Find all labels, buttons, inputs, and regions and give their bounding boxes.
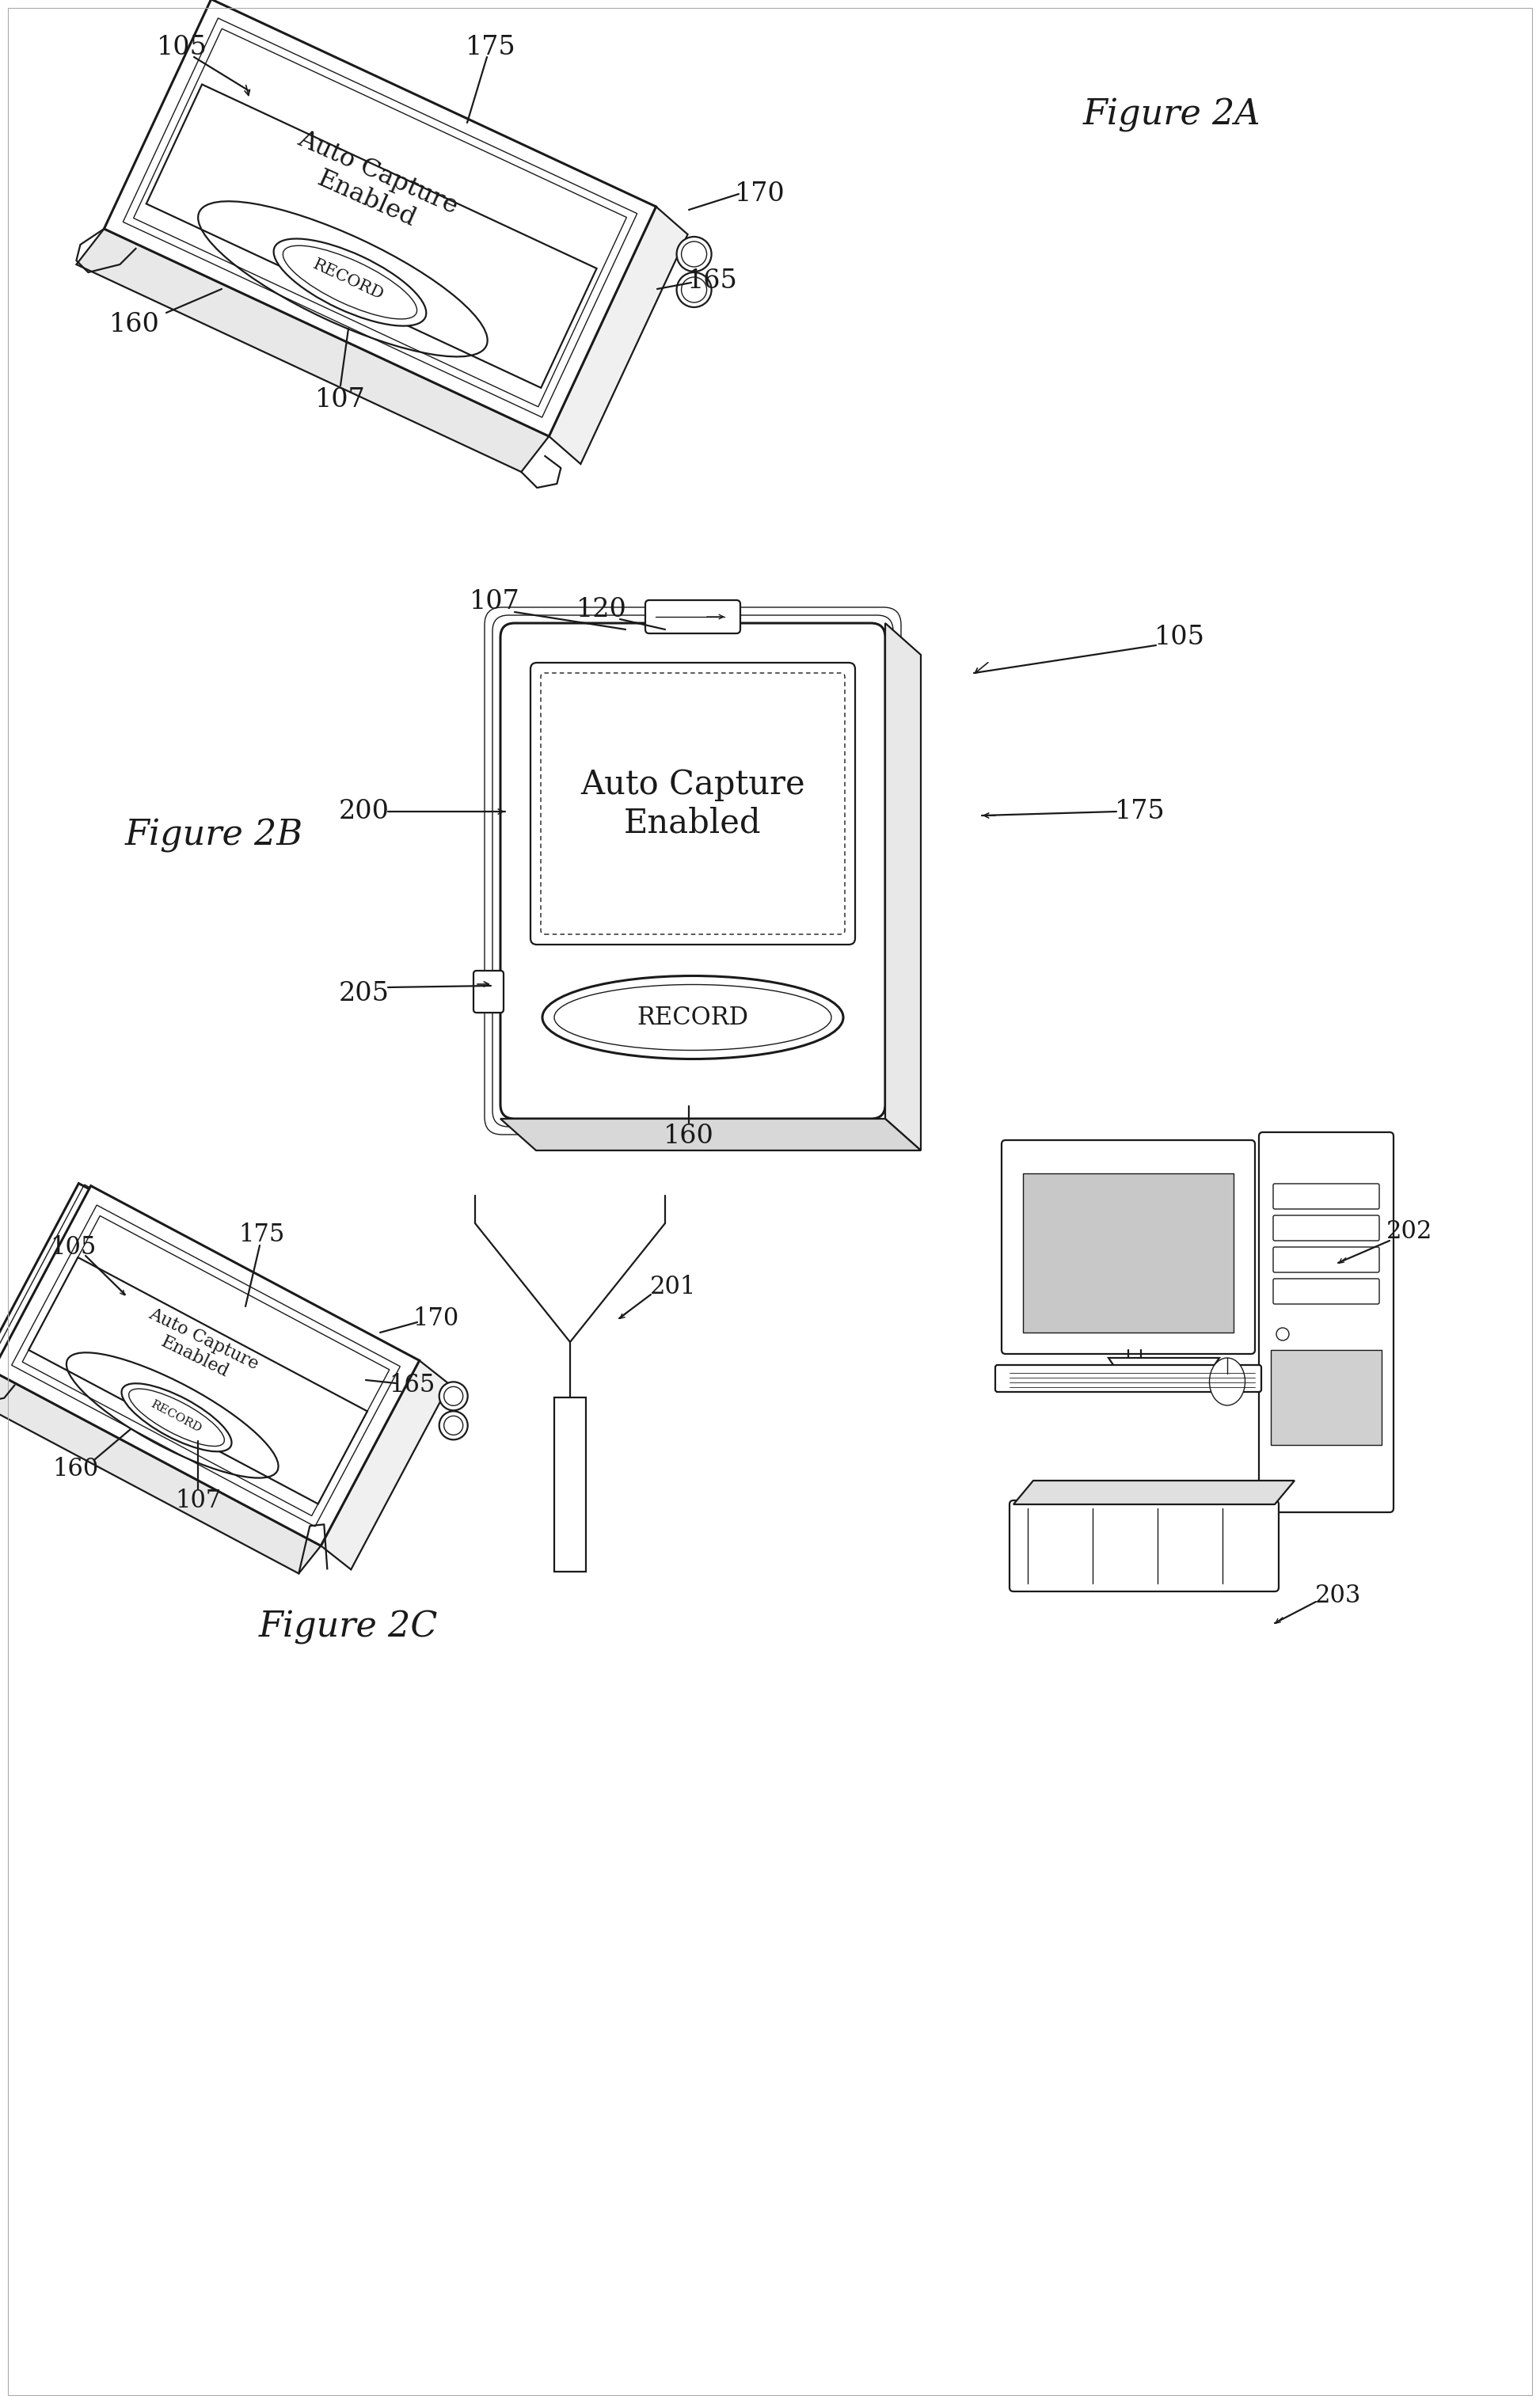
Text: 165: 165 [388,1372,434,1399]
Text: Auto Capture
Enabled: Auto Capture Enabled [282,127,462,245]
Polygon shape [0,1185,419,1545]
FancyBboxPatch shape [1001,1139,1255,1353]
Text: Figure 2B: Figure 2B [125,817,303,853]
Polygon shape [1109,1358,1220,1375]
FancyBboxPatch shape [473,971,504,1012]
Text: 107: 107 [176,1487,222,1511]
Text: 205: 205 [339,980,390,1007]
FancyBboxPatch shape [501,622,886,1120]
Polygon shape [146,84,596,387]
Ellipse shape [122,1384,231,1451]
Text: 105: 105 [157,34,208,60]
Circle shape [676,272,711,308]
Text: 175: 175 [1115,798,1166,824]
Text: 170: 170 [735,180,785,207]
Text: Auto Capture
Enabled: Auto Capture Enabled [581,769,805,839]
Text: 200: 200 [339,798,390,824]
Text: 201: 201 [650,1274,696,1300]
Text: 105: 105 [1155,625,1206,651]
Text: 165: 165 [687,269,738,293]
Circle shape [439,1411,468,1439]
Text: Figure 2C: Figure 2C [259,1610,437,1644]
Polygon shape [0,1182,428,1548]
Text: 160: 160 [52,1456,99,1480]
Text: Figure 2A: Figure 2A [1083,99,1261,132]
Text: 160: 160 [664,1125,715,1149]
Text: 170: 170 [413,1305,459,1331]
Text: 107: 107 [470,589,521,615]
Polygon shape [501,1120,921,1151]
Polygon shape [886,622,921,1151]
FancyBboxPatch shape [645,601,741,634]
Polygon shape [548,207,688,464]
Text: RECORD: RECORD [148,1399,203,1435]
Circle shape [439,1382,468,1411]
Circle shape [676,238,711,272]
FancyBboxPatch shape [995,1365,1261,1391]
Text: 120: 120 [576,596,627,622]
Ellipse shape [1209,1358,1244,1406]
Text: Auto Capture
Enabled: Auto Capture Enabled [137,1305,262,1391]
Text: RECORD: RECORD [311,257,387,303]
Text: 107: 107 [316,387,365,413]
Polygon shape [77,228,548,471]
Polygon shape [119,10,641,425]
Polygon shape [0,1372,320,1574]
Text: 160: 160 [109,312,160,336]
FancyBboxPatch shape [1010,1499,1278,1591]
Text: 175: 175 [239,1223,285,1247]
Polygon shape [320,1360,450,1569]
Polygon shape [105,0,656,437]
Text: RECORD: RECORD [638,1004,748,1031]
Polygon shape [1013,1480,1295,1504]
Ellipse shape [274,238,427,327]
FancyBboxPatch shape [1023,1173,1234,1334]
FancyBboxPatch shape [1270,1350,1381,1444]
Text: 202: 202 [1386,1218,1432,1242]
Polygon shape [554,1399,585,1572]
FancyBboxPatch shape [530,663,855,944]
Text: 105: 105 [49,1235,95,1259]
Polygon shape [29,1257,368,1504]
Text: 203: 203 [1315,1584,1361,1608]
FancyBboxPatch shape [1258,1132,1394,1511]
Text: 175: 175 [465,34,516,60]
